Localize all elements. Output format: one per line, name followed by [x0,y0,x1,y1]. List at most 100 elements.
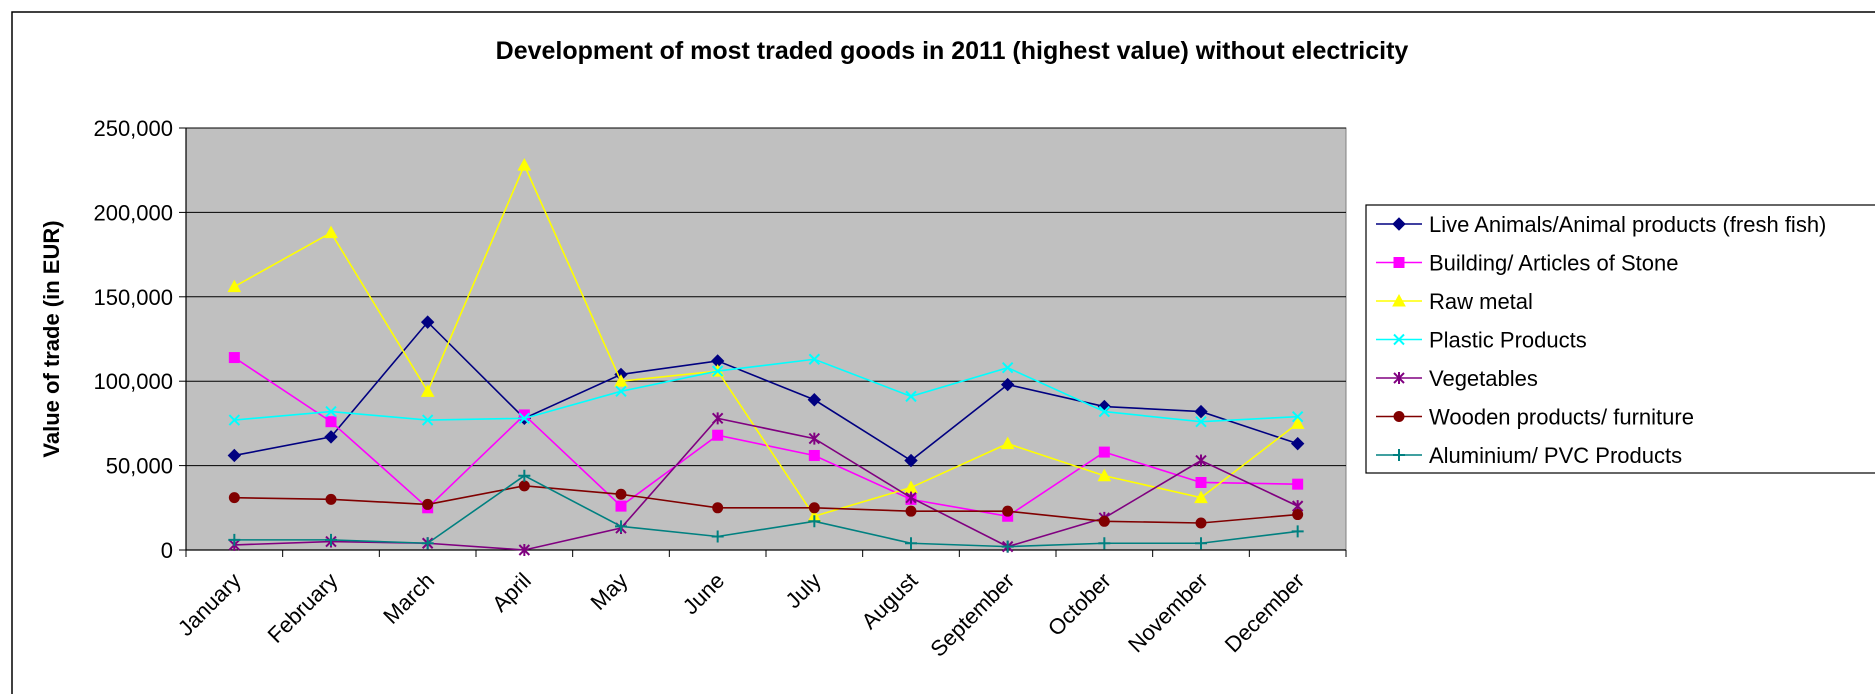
data-point [808,353,821,365]
data-point [1002,505,1014,517]
data-point [228,414,241,426]
data-point [325,405,337,418]
data-point [1194,404,1208,419]
series-group [227,158,1305,556]
series-line [234,474,1298,548]
data-point [1195,476,1207,488]
series-line [234,485,1298,524]
legend-marker [1393,449,1405,461]
legend-box [1365,204,1875,474]
data-point [517,158,532,171]
legend-marker [1393,372,1405,384]
data-point [712,502,724,514]
data-point [1098,405,1111,418]
data-point [227,279,242,293]
data-point [808,432,821,445]
legend-item: Live Animals/Animal products (fresh fish… [1376,212,1826,237]
data-point [1097,468,1112,482]
data-point [518,409,530,421]
legend-marker [1393,333,1405,346]
legend-label: Live Animals/Animal products (fresh fish… [1429,212,1826,237]
data-point [808,449,820,461]
data-point [1001,361,1014,374]
legend-item: Wooden products/ furniture [1376,405,1694,430]
data-point [518,412,531,425]
legend-label: Raw metal [1429,289,1533,314]
data-point [228,492,240,504]
data-point [1290,416,1305,429]
legend-item: Plastic Products [1376,328,1587,353]
legend-label: Aluminium/ PVC Products [1429,443,1682,468]
data-point [905,537,917,550]
data-point [1195,517,1207,529]
y-tick-label: 50,000 [106,454,173,479]
legend: Live Animals/Animal products (fresh fish… [1365,204,1875,474]
y-tick-label: 0 [161,538,173,563]
data-point [1098,515,1110,527]
data-point [420,315,435,329]
data-point [1098,537,1111,550]
data-point [711,365,724,377]
data-point [905,491,917,504]
data-point [712,429,724,441]
legend-marker [1392,217,1406,231]
chart-title: Development of most traded goods in 2011… [496,37,1409,65]
data-point [325,416,337,428]
legend-item: Aluminium/ PVC Products [1376,443,1682,468]
data-point [1195,416,1207,428]
y-axis-label: Value of trade (in EUR) [39,220,64,457]
data-point [615,520,627,533]
data-point [421,414,434,426]
data-point [324,225,338,239]
data-point [711,412,724,425]
legend-label: Plastic Products [1429,328,1587,353]
data-point [808,502,820,514]
legend-label: Building/ Articles of Stone [1429,251,1678,276]
data-point [518,469,531,482]
data-point [905,390,917,403]
legend-marker [1393,411,1405,422]
series-4 [228,353,1304,428]
data-point [421,537,434,550]
y-tick-label: 150,000 [93,285,173,310]
data-point [1290,436,1305,451]
data-point [324,430,338,444]
data-point [518,480,530,492]
data-point [615,500,627,512]
data-point [1292,478,1304,490]
y-tick-label: 100,000 [93,369,173,394]
data-point [228,352,240,364]
series-7 [228,469,1304,553]
data-point [420,384,435,397]
data-point [808,515,821,528]
y-tick-label: 200,000 [93,200,173,225]
data-point [422,498,434,510]
data-point [1292,509,1304,521]
data-point [227,448,242,463]
series-2 [228,352,1304,522]
data-point [1194,490,1208,504]
data-point [1098,446,1110,458]
data-point [1291,410,1304,423]
data-point [615,385,627,398]
data-point [1000,377,1015,392]
series-6 [228,480,1304,529]
data-point [1001,540,1014,553]
data-point [711,530,724,543]
legend-marker [1392,293,1406,307]
legend-item: Building/ Articles of Stone [1376,251,1678,276]
series-line [234,320,1298,462]
legend-item: Raw metal [1376,289,1533,314]
series-line [233,163,1299,518]
data-point [614,374,628,387]
data-point [228,533,241,546]
y-tick-label: 250,000 [93,116,173,141]
data-point [1291,525,1304,538]
data-point [905,505,917,517]
legend-marker [1393,257,1405,268]
plot-area [185,127,1347,551]
legend-item: Vegetables [1376,366,1538,391]
legend-label: Vegetables [1429,366,1538,391]
